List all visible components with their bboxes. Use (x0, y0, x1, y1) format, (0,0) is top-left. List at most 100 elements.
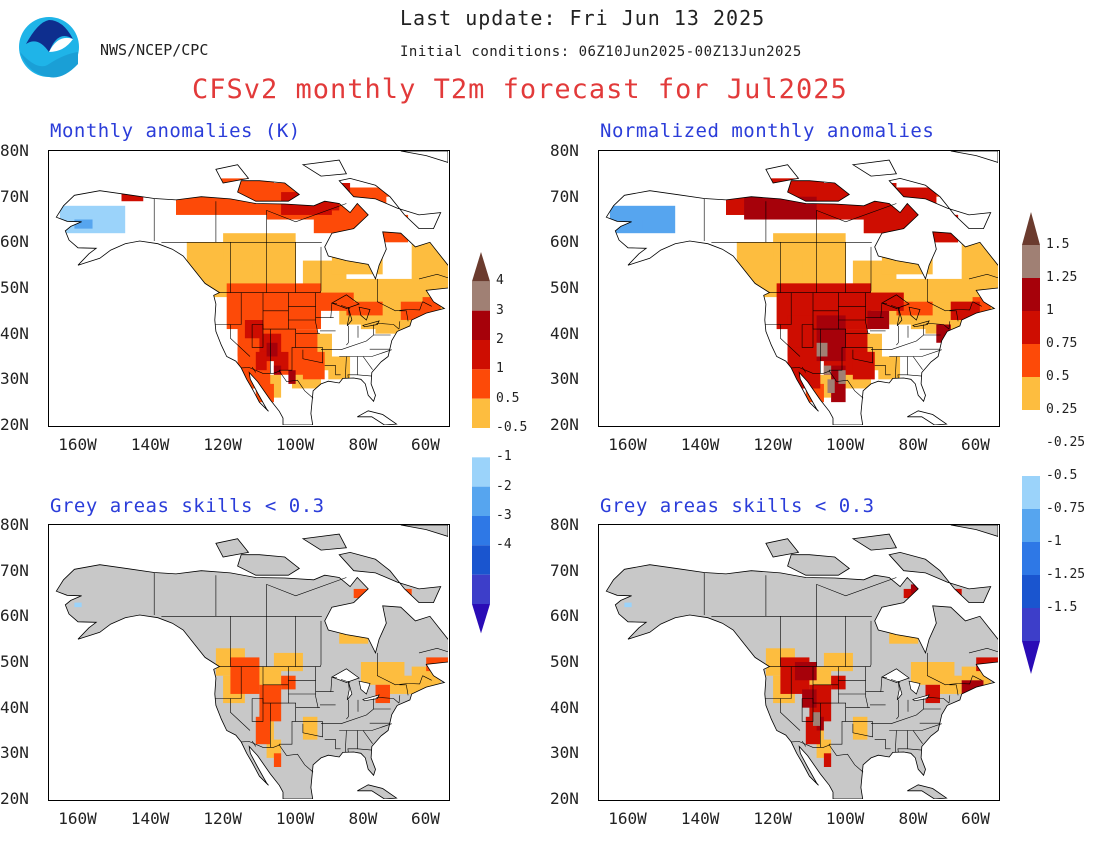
colorbar-normalized: 1.5 1.25 1 0.75 0.5 0.25 -0.25 -0.5 -0.75 -1 -1.25… (1018, 212, 1085, 740)
colorbar-segment (1022, 542, 1040, 575)
boundary-line (890, 334, 941, 350)
lat-tick-label: 80N (0, 515, 29, 534)
boundary-line (874, 365, 891, 376)
lon-tick-label: 120W (203, 435, 242, 454)
map-panel-normalized (598, 150, 1000, 427)
lat-tick-label: 80N (550, 141, 579, 160)
map-panel-anomalies (48, 150, 450, 427)
boundary-line (357, 748, 372, 751)
coastline (301, 159, 348, 177)
lat-tick-label: 50N (0, 652, 29, 671)
great-lake (896, 681, 903, 701)
lat-tick-label: 50N (550, 652, 579, 671)
boundary-line (765, 292, 792, 325)
boundary-line (949, 684, 959, 696)
colorbar-tick-label: -1 (496, 449, 512, 465)
agency-label: NWS/NCEP/CPC (100, 41, 209, 59)
colorbar-tick-label: -4 (496, 537, 512, 553)
boundary-line (418, 647, 448, 654)
colorbar-segment (472, 369, 490, 399)
boundary-line (266, 203, 347, 243)
boundary-line (896, 325, 899, 346)
colorbar-segment (1022, 410, 1040, 443)
boundary-line (801, 292, 814, 348)
lat-tick-label: 80N (0, 141, 29, 160)
panel-title-skill-right: Grey areas skills < 0.3 (600, 495, 875, 517)
initial-conditions-text: Initial conditions: 06Z10Jun2025-00Z13Ju… (400, 44, 802, 60)
coastline (888, 551, 992, 603)
boundary-line (801, 740, 807, 747)
boundary-line (907, 748, 922, 751)
lon-tick-label: 160W (58, 435, 97, 454)
colorbar-tick-label: 0.75 (1046, 336, 1078, 351)
boundary-line (896, 699, 899, 720)
coastline (787, 180, 850, 202)
great-lake (346, 307, 353, 327)
coastline (215, 538, 250, 558)
great-lake (346, 681, 353, 701)
colorbar-segment (1022, 245, 1040, 278)
lat-tick-label: 40N (0, 697, 29, 717)
colorbar-segment (472, 428, 490, 458)
colorbar-segment (1022, 278, 1040, 311)
lon-tick-label: 80W (348, 435, 378, 454)
lon-tick-label: 160W (608, 435, 647, 454)
coastline (400, 525, 448, 537)
boundary-line (219, 664, 322, 667)
great-lake (362, 320, 380, 328)
boundary-line (926, 322, 950, 330)
boundary-line (780, 698, 801, 731)
boundary-line (302, 723, 323, 738)
colorbar-tick-label: 0.5 (1046, 369, 1070, 384)
boundary-line (880, 302, 888, 318)
great-lake (896, 307, 903, 327)
colorbar-tick-label: -3 (496, 508, 512, 523)
boundary-line (865, 666, 869, 708)
boundary-line (895, 730, 897, 753)
colorbar-tick-label: 1.5 (1046, 237, 1070, 252)
boundary-line (315, 666, 319, 708)
lat-tick-label: 70N (550, 186, 579, 206)
lat-tick-label: 60N (0, 232, 29, 252)
coastline (907, 410, 948, 425)
lon-tick-label: 160W (608, 809, 647, 828)
colorbar-segment (472, 574, 490, 604)
boundary-line (346, 699, 349, 720)
colorbar-tick-label: 1 (496, 361, 504, 377)
lat-tick-label: 70N (0, 560, 29, 580)
colorbar-segment (1022, 575, 1040, 608)
lon-tick-label: 120W (203, 809, 242, 828)
colorbar-min-arrow (1022, 641, 1040, 674)
lat-tick-label: 70N (550, 560, 579, 580)
colorbar-tick-label: 0.5 (496, 390, 520, 406)
boundary-line (215, 292, 242, 325)
boundary-line (340, 334, 391, 350)
boundary-line (219, 290, 322, 293)
coastline (215, 164, 250, 184)
boundary-line (816, 203, 897, 243)
great-lake (358, 306, 371, 321)
panel-title-skill-left: Grey areas skills < 0.3 (50, 495, 325, 517)
lon-tick-label: 100W (275, 809, 315, 828)
lat-tick-label: 60N (0, 606, 29, 626)
colorbar-min-arrow (472, 604, 490, 634)
boundary-line (215, 666, 242, 699)
colorbar-tick-label: 0.25 (1046, 402, 1078, 417)
colorbar-segment (472, 545, 490, 575)
boundary-line (948, 321, 951, 330)
boundary-line (399, 684, 409, 696)
colorbar-tick-label: -0.5 (496, 420, 528, 435)
boundary-line (362, 730, 373, 744)
great-lake (362, 694, 380, 702)
coastline (851, 159, 898, 177)
lat-tick-label: 30N (0, 743, 29, 763)
coastline (605, 564, 998, 799)
lat-tick-label: 20N (550, 415, 579, 434)
great-lake (881, 668, 910, 683)
coastline (765, 164, 800, 184)
colorbar-segment (472, 457, 490, 487)
colorbar-segment (472, 281, 490, 311)
boundary-line (324, 365, 341, 376)
boundary-line (408, 301, 423, 311)
colorbar-tick-label: -2 (496, 478, 512, 494)
